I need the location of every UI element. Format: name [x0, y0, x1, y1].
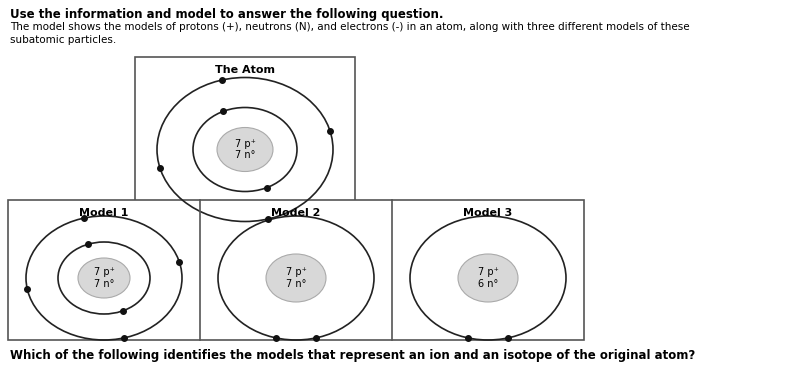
Ellipse shape	[217, 128, 273, 172]
Bar	[8, 200, 584, 340]
Text: Which of the following identifies the models that represent an ion and an isotop: Which of the following identifies the mo…	[10, 349, 695, 362]
Text: Model 1: Model 1	[79, 208, 129, 218]
Text: 7 p⁺
7 n°: 7 p⁺ 7 n°	[286, 267, 306, 289]
Text: Model 2: Model 2	[271, 208, 321, 218]
Text: Use the information and model to answer the following question.: Use the information and model to answer …	[10, 8, 443, 21]
Text: Model 3: Model 3	[463, 208, 513, 218]
Text: 7 p⁺
6 n°: 7 p⁺ 6 n°	[478, 267, 498, 289]
Ellipse shape	[458, 254, 518, 302]
Text: The Atom: The Atom	[215, 65, 275, 75]
Text: The model shows the models of protons (+), neutrons (N), and electrons (-) in an: The model shows the models of protons (+…	[10, 22, 690, 45]
Text: 7 p⁺
7 n°: 7 p⁺ 7 n°	[94, 267, 114, 289]
Text: 7 p⁺
7 n°: 7 p⁺ 7 n°	[234, 139, 255, 160]
Bar	[135, 57, 355, 232]
Ellipse shape	[78, 258, 130, 298]
Ellipse shape	[266, 254, 326, 302]
